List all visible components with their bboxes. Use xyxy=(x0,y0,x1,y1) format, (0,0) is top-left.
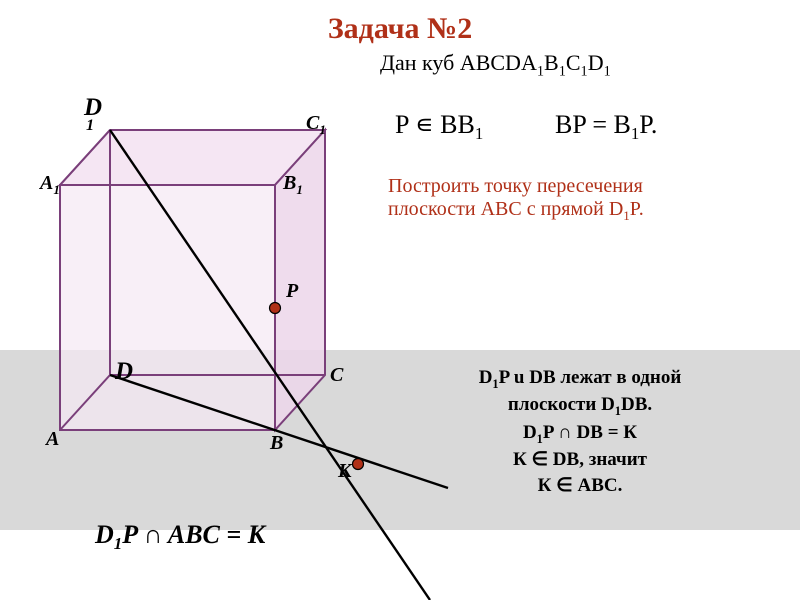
math-p-in-bb1: P ∊ BB1 xyxy=(395,110,483,144)
label-K: К xyxy=(338,460,352,483)
task-text: Построить точку пересечения плоскости AB… xyxy=(388,175,644,224)
label-C1: C1 xyxy=(306,112,326,138)
label-A: A xyxy=(46,428,59,451)
result-text: D1P ∩ ABC = К xyxy=(95,520,265,554)
problem-title: Задача №2 xyxy=(0,12,800,46)
label-P: P xyxy=(286,280,298,303)
label-B: B xyxy=(270,432,283,455)
label-D: D xyxy=(115,358,133,386)
label-A1: A1 xyxy=(40,172,60,198)
label-B1: B1 xyxy=(283,172,303,198)
given-text: Дан куб ABCDA1B1C1D1 xyxy=(380,50,611,80)
math-bp-eq: BP = B1P. xyxy=(555,110,657,144)
label-C: C xyxy=(330,364,343,387)
explanation-text: D1P u DB лежат в одной плоскости D1DB. D… xyxy=(420,365,740,499)
label-D1: D1 xyxy=(84,94,102,135)
